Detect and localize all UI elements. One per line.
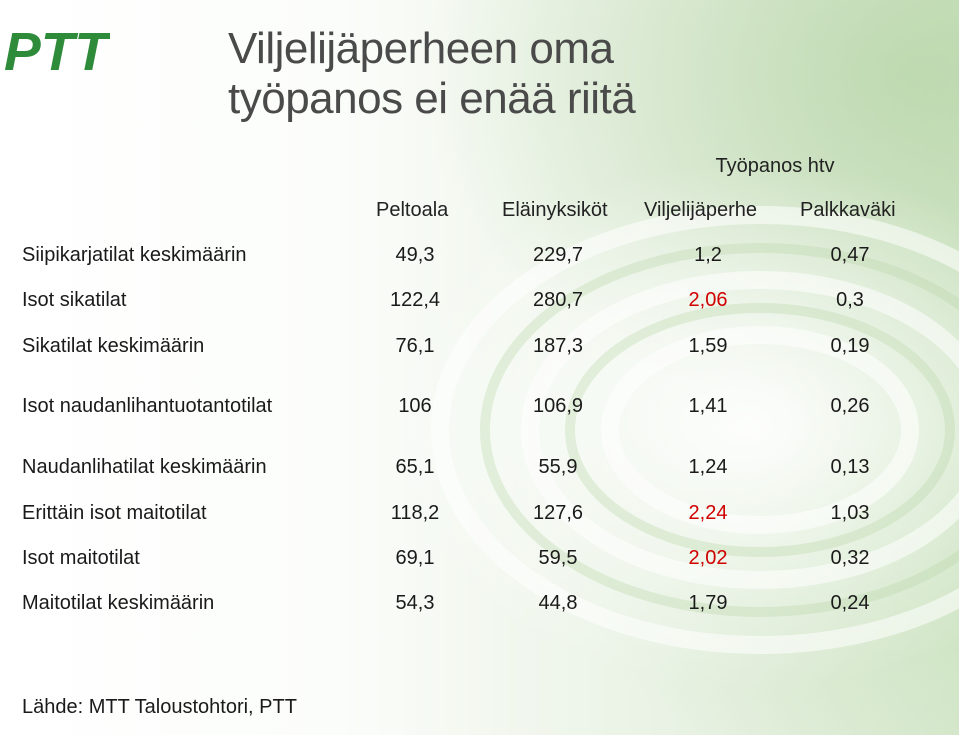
cell-elainyksikot: 127,6 — [532, 502, 584, 524]
cell-peltoala: 76,1 — [395, 335, 435, 357]
source-note: Lähde: MTT Taloustohtori, PTT — [22, 696, 297, 718]
cell-viljelijaperhe: 1,2 — [694, 244, 722, 266]
table-row: Siipikarjatilat keskimäärin 49,3 229,7 1… — [0, 244, 959, 270]
column-header-palkkavaki: Palkkaväki — [800, 199, 896, 221]
cell-peltoala: 122,4 — [389, 289, 441, 311]
cell-viljelijaperhe: 1,79 — [688, 592, 728, 614]
table-row: Erittäin isot maitotilat 118,2 127,6 2,2… — [0, 502, 959, 528]
row-label: Sikatilat keskimäärin — [22, 335, 205, 357]
cell-peltoala: 118,2 — [390, 502, 440, 524]
table-row: Isot maitotilat 69,1 59,5 2,02 0,32 — [0, 547, 959, 573]
cell-palkkavaki: 1,03 — [830, 502, 870, 524]
svg-text:PTT: PTT — [4, 24, 110, 74]
page-title: Viljelijäperheen oma työpanos ei enää ri… — [228, 24, 636, 124]
column-header-viljelijaperhe: Viljelijäperhe — [644, 199, 758, 221]
cell-peltoala: 54,3 — [395, 592, 435, 614]
row-label: Erittäin isot maitotilat — [22, 502, 207, 524]
cell-viljelijaperhe-highlighted: 2,06 — [688, 289, 728, 311]
cell-palkkavaki: 0,19 — [830, 335, 870, 357]
cell-viljelijaperhe-highlighted: 2,24 — [688, 502, 728, 524]
cell-viljelijaperhe: 1,59 — [688, 335, 728, 357]
cell-peltoala: 49,3 — [395, 244, 435, 266]
group-header: Työpanos htv — [715, 155, 835, 177]
cell-elainyksikot: 229,7 — [532, 244, 584, 266]
table-row: Maitotilat keskimäärin 54,3 44,8 1,79 0,… — [0, 592, 959, 618]
column-header-peltoala: Peltoala — [376, 199, 449, 221]
cell-peltoala: 65,1 — [395, 456, 435, 478]
table-row: Isot naudanlihantuotantotilat 106 106,9 … — [0, 395, 959, 421]
ptt-logo: PTT — [4, 24, 110, 74]
table-row: Naudanlihatilat keskimäärin 65,1 55,9 1,… — [0, 456, 959, 482]
cell-palkkavaki: 0,3 — [836, 289, 864, 311]
title-line-2: työpanos ei enää riitä — [228, 74, 636, 123]
cell-elainyksikot: 44,8 — [538, 592, 578, 614]
cell-elainyksikot: 59,5 — [538, 547, 578, 569]
row-label: Siipikarjatilat keskimäärin — [22, 244, 247, 266]
cell-peltoala: 69,1 — [395, 547, 435, 569]
cell-elainyksikot: 187,3 — [532, 335, 584, 357]
cell-elainyksikot: 106,9 — [532, 395, 584, 417]
cell-elainyksikot: 280,7 — [532, 289, 584, 311]
row-label: Isot sikatilat — [22, 289, 127, 311]
row-label: Isot naudanlihantuotantotilat — [22, 395, 273, 417]
table-row: Isot sikatilat 122,4 280,7 2,06 0,3 — [0, 289, 959, 315]
row-label: Maitotilat keskimäärin — [22, 592, 215, 614]
cell-palkkavaki: 0,26 — [830, 395, 870, 417]
cell-palkkavaki: 0,13 — [830, 456, 870, 478]
cell-elainyksikot: 55,9 — [538, 456, 578, 478]
row-label: Naudanlihatilat keskimäärin — [22, 456, 267, 478]
table-row: Sikatilat keskimäärin 76,1 187,3 1,59 0,… — [0, 335, 959, 361]
column-header-elainyksikot: Eläinyksiköt — [502, 199, 608, 221]
cell-peltoala: 106 — [398, 395, 432, 417]
cell-palkkavaki: 0,24 — [830, 592, 870, 614]
cell-viljelijaperhe: 1,24 — [688, 456, 728, 478]
cell-viljelijaperhe: 1,41 — [688, 395, 728, 417]
row-label: Isot maitotilat — [22, 547, 140, 569]
cell-palkkavaki: 0,47 — [830, 244, 870, 266]
cell-viljelijaperhe-highlighted: 2,02 — [688, 547, 728, 569]
title-line-1: Viljelijäperheen oma — [228, 24, 614, 73]
cell-palkkavaki: 0,32 — [830, 547, 870, 569]
